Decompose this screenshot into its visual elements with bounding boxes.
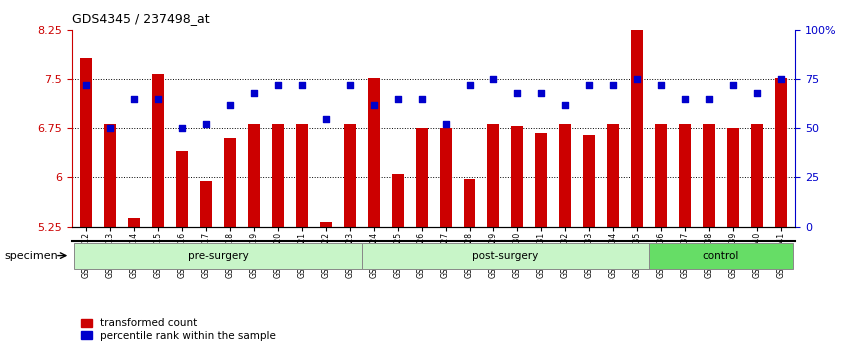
Bar [583,135,596,227]
Point [200,121,213,127]
Bar [655,124,667,227]
Point [319,116,332,121]
Bar [200,181,212,227]
Bar [176,151,188,227]
Bar [368,78,380,227]
Bar [152,74,164,227]
Text: specimen: specimen [4,251,58,261]
Point [607,82,620,88]
Text: post-surgery: post-surgery [472,251,539,261]
Point [367,102,381,108]
Bar [607,124,619,227]
Bar [320,222,332,227]
Point [175,125,189,131]
Point [726,82,739,88]
Point [80,82,93,88]
Bar [464,179,475,227]
Legend: transformed count, percentile rank within the sample: transformed count, percentile rank withi… [77,314,280,345]
Point [439,121,453,127]
Point [630,76,644,82]
Point [103,125,117,131]
Point [678,96,692,102]
Text: control: control [703,251,739,261]
Bar [775,78,787,227]
Point [415,96,428,102]
Bar [536,133,547,227]
Bar [512,126,524,227]
Point [223,102,237,108]
Point [583,82,596,88]
Point [151,96,165,102]
Point [535,90,548,96]
Point [654,82,667,88]
Bar [751,124,763,227]
Bar [74,243,362,269]
Bar [631,12,643,227]
Point [702,96,716,102]
Bar [727,128,739,227]
Bar [649,243,793,269]
Point [391,96,404,102]
Bar [703,124,715,227]
Bar [104,124,116,227]
Point [558,102,572,108]
Bar [487,124,499,227]
Point [295,82,309,88]
Point [343,82,356,88]
Text: GDS4345 / 237498_at: GDS4345 / 237498_at [72,12,210,25]
Point [247,90,261,96]
Bar [296,124,308,227]
Bar [129,218,140,227]
Bar [392,174,404,227]
Bar [343,124,355,227]
Point [750,90,764,96]
Bar [272,124,284,227]
Point [463,82,476,88]
Bar [415,128,427,227]
Point [128,96,141,102]
Point [774,76,788,82]
Text: pre-surgery: pre-surgery [188,251,249,261]
Bar [679,124,691,227]
Point [486,76,500,82]
Bar [362,243,649,269]
Bar [559,124,571,227]
Bar [80,58,92,227]
Point [271,82,284,88]
Bar [248,124,260,227]
Point [511,90,525,96]
Bar [224,138,236,227]
Bar [440,128,452,227]
